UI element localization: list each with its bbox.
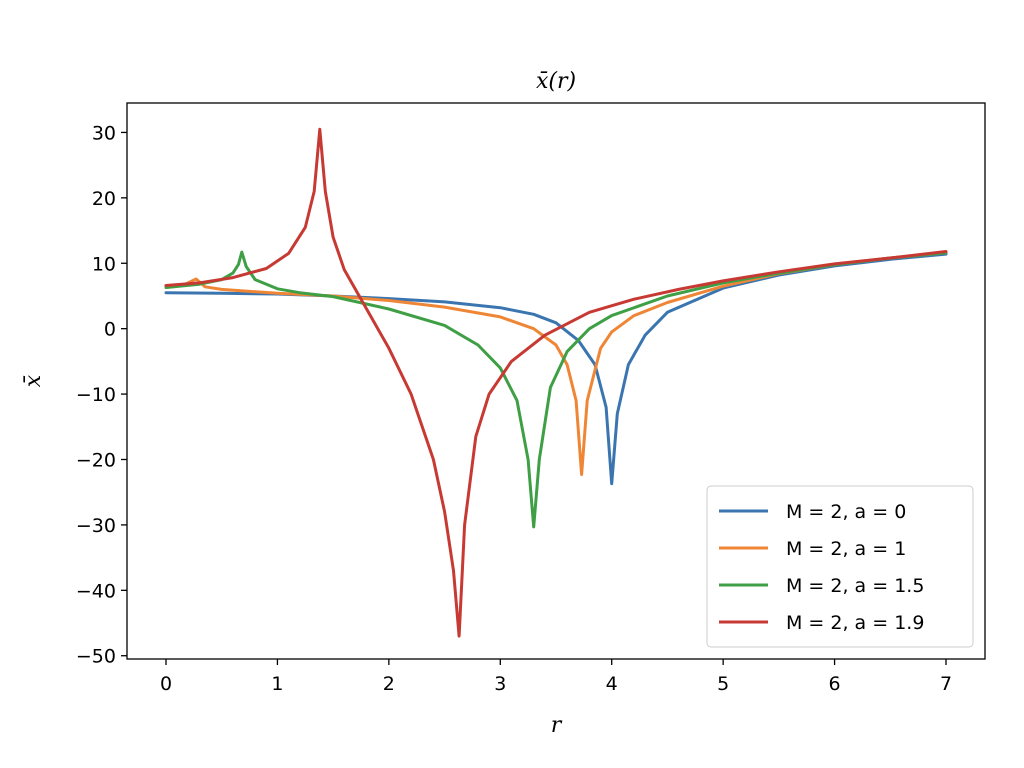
legend-label-3: M = 2, a = 1.5 [786,575,924,597]
series-line-4 [164,127,948,638]
y-axis-label: x̄ [21,374,46,387]
legend: M = 2, a = 0 M = 2, a = 1 M = 2, a = 1.5 M … [706,485,974,648]
chart-title: x̄(r) [536,69,576,94]
y-tick-label: −30 [76,515,116,537]
series-line-3 [164,250,948,529]
y-tick-label: 10 [92,253,116,275]
x-tick-label: 0 [160,673,172,695]
series-line-2 [164,251,948,476]
x-tick-label: 7 [940,673,952,695]
axes-frame [126,102,986,660]
x-axis: 0 1 2 3 4 5 6 7 [160,659,952,695]
y-tick-label: 30 [92,122,116,144]
y-tick-label: 20 [92,188,116,210]
legend-label-1: M = 2, a = 0 [786,501,906,523]
x-tick-label: 6 [829,673,841,695]
y-axis: −50 −40 −30 −20 −10 0 10 20 30 [76,122,127,668]
legend-label-4: M = 2, a = 1.9 [786,612,924,634]
legend-label-2: M = 2, a = 1 [786,538,906,560]
y-tick-label: −20 [76,449,116,471]
x-tick-label: 4 [606,673,618,695]
x-axis-label: r [551,713,563,738]
plot-area [164,127,948,638]
x-tick-label: 1 [271,673,283,695]
y-tick-label: 0 [104,319,116,341]
x-tick-label: 3 [494,673,506,695]
x-tick-label: 5 [717,673,729,695]
y-tick-label: −10 [76,384,116,406]
x-tick-label: 2 [383,673,395,695]
y-tick-label: −50 [76,646,116,668]
y-tick-label: −40 [76,580,116,602]
legend-box [706,485,974,648]
